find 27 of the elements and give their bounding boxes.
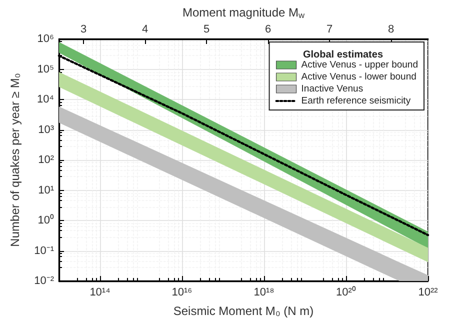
x-tick-label: 10²² [418, 286, 438, 298]
x2-tick-label: 3 [80, 24, 87, 36]
x2-tick-label: 4 [142, 24, 148, 36]
x-tick-label: 10¹⁴ [90, 286, 111, 298]
x2-tick-label: 5 [204, 24, 210, 36]
y-tick-label: 10⁵ [37, 63, 54, 76]
x2-tick-label: 6 [265, 24, 272, 36]
y-tick-label: 10⁶ [37, 33, 54, 45]
x-tick-label: 10²⁰ [336, 286, 356, 298]
x2-tick-label: 8 [388, 24, 394, 36]
y-tick-label: 10⁰ [38, 214, 54, 226]
legend-title: Global estimates [302, 50, 384, 60]
x2-tick-label: 7 [326, 24, 333, 36]
legend-label: Earth reference seismicity [301, 96, 411, 106]
legend-label: Active Venus - upper bound [301, 60, 418, 70]
y-tick-label: 10¹ [38, 184, 54, 196]
legend-label: Inactive Venus [301, 84, 364, 94]
x-tick-label: 10¹⁸ [254, 286, 274, 298]
y-axis-title: Number of quakes per year ≥ M₀ [8, 73, 22, 247]
y-tick-label: 10⁻² [34, 275, 54, 287]
y-tick-label: 10³ [38, 124, 54, 136]
y-tick-label: 10⁻¹ [34, 244, 54, 257]
y-tick-label: 10² [38, 154, 54, 166]
legend-label: Active Venus - lower bound [301, 72, 416, 82]
x-axis-title: Seismic Moment M₀ (N m) [173, 304, 314, 318]
y-tick-label: 10⁴ [37, 94, 54, 106]
x-tick-label: 10¹⁶ [172, 286, 192, 298]
